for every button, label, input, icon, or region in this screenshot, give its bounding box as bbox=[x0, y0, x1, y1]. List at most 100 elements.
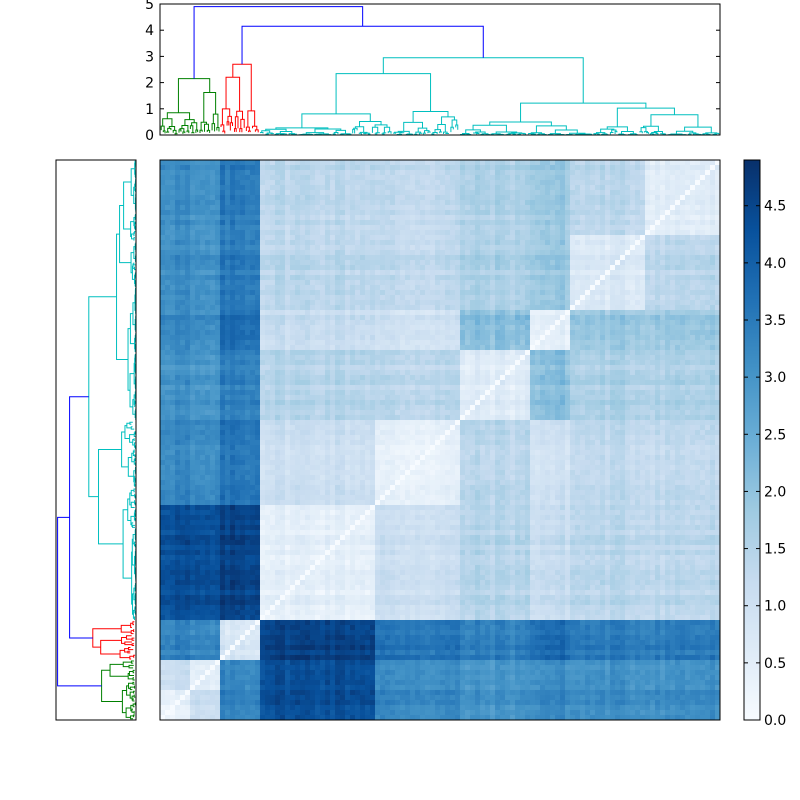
heatmap-cell bbox=[510, 230, 516, 236]
heatmap-cell bbox=[215, 170, 221, 176]
heatmap-cell bbox=[270, 190, 276, 196]
heatmap-cell bbox=[365, 220, 371, 226]
heatmap-cell bbox=[200, 235, 206, 241]
heatmap-cell bbox=[315, 325, 321, 331]
heatmap-cell bbox=[235, 315, 241, 321]
heatmap-cell bbox=[545, 330, 551, 336]
heatmap-cell bbox=[615, 225, 621, 231]
heatmap-cell bbox=[475, 310, 481, 316]
heatmap-cell bbox=[700, 180, 706, 186]
heatmap-cell bbox=[395, 320, 401, 326]
heatmap-cell bbox=[435, 330, 441, 336]
heatmap-cell bbox=[355, 285, 361, 291]
heatmap-cell bbox=[265, 180, 271, 186]
heatmap-cell bbox=[680, 275, 686, 281]
heatmap-cell bbox=[245, 180, 251, 186]
heatmap-cell bbox=[580, 325, 586, 331]
heatmap-cell bbox=[165, 345, 171, 351]
heatmap-cell bbox=[425, 250, 431, 256]
heatmap-cell bbox=[235, 320, 241, 326]
heatmap-cell bbox=[225, 210, 231, 216]
heatmap-cell bbox=[400, 335, 406, 341]
heatmap-cell bbox=[525, 265, 531, 271]
top-dendrogram-link bbox=[595, 132, 606, 134]
heatmap-cell bbox=[615, 285, 621, 291]
heatmap-cell bbox=[530, 230, 536, 236]
heatmap-cell bbox=[220, 225, 226, 231]
heatmap-cell bbox=[570, 185, 576, 191]
heatmap-cell bbox=[630, 235, 636, 241]
heatmap-cell bbox=[205, 195, 211, 201]
heatmap-cell bbox=[435, 285, 441, 291]
heatmap-cell bbox=[425, 165, 431, 171]
heatmap-cell bbox=[470, 325, 476, 331]
heatmap-cell bbox=[495, 295, 501, 301]
heatmap-cell bbox=[595, 270, 601, 276]
heatmap-cell bbox=[390, 265, 396, 271]
heatmap-cell bbox=[350, 265, 356, 271]
heatmap-cell bbox=[445, 305, 451, 311]
heatmap-cell bbox=[370, 255, 376, 261]
heatmap-cell bbox=[195, 315, 201, 321]
heatmap-cell bbox=[210, 220, 216, 226]
heatmap-cell bbox=[685, 320, 691, 326]
heatmap-cell bbox=[350, 210, 356, 216]
heatmap-cell bbox=[350, 300, 356, 306]
heatmap-cell bbox=[465, 255, 471, 261]
heatmap-cell bbox=[680, 305, 686, 311]
heatmap-cell bbox=[560, 185, 566, 191]
heatmap-cell bbox=[215, 165, 221, 171]
heatmap-cell bbox=[415, 335, 421, 341]
heatmap-cell bbox=[305, 220, 311, 226]
heatmap-cell bbox=[510, 290, 516, 296]
heatmap-cell bbox=[530, 275, 536, 281]
heatmap-cell bbox=[270, 320, 276, 326]
heatmap-cell bbox=[480, 245, 486, 251]
heatmap-cell bbox=[165, 295, 171, 301]
heatmap-cell bbox=[700, 350, 706, 356]
heatmap-cell bbox=[225, 350, 231, 356]
heatmap-cell bbox=[585, 210, 591, 216]
heatmap-cell bbox=[535, 330, 541, 336]
heatmap-cell bbox=[475, 180, 481, 186]
heatmap-cell bbox=[395, 245, 401, 251]
heatmap-cell bbox=[570, 335, 576, 341]
heatmap-cell bbox=[325, 315, 331, 321]
heatmap-cell bbox=[705, 205, 711, 211]
heatmap-cell bbox=[555, 340, 561, 346]
heatmap-cell bbox=[180, 215, 186, 221]
heatmap-cell bbox=[290, 200, 296, 206]
heatmap-cell bbox=[600, 185, 606, 191]
heatmap-cell bbox=[595, 205, 601, 211]
heatmap-cell bbox=[525, 280, 531, 286]
heatmap-cell bbox=[470, 350, 476, 356]
heatmap-cell bbox=[285, 340, 291, 346]
heatmap-cell bbox=[690, 165, 696, 171]
heatmap-cell bbox=[190, 255, 196, 261]
heatmap-cell bbox=[485, 345, 491, 351]
heatmap-cell bbox=[425, 215, 431, 221]
heatmap-cell bbox=[650, 280, 656, 286]
heatmap-cell bbox=[705, 325, 711, 331]
heatmap-cell bbox=[460, 175, 466, 181]
heatmap-cell bbox=[485, 305, 491, 311]
heatmap-cell bbox=[160, 300, 166, 306]
heatmap-cell bbox=[685, 205, 691, 211]
heatmap-cell bbox=[345, 315, 351, 321]
heatmap-cell bbox=[490, 275, 496, 281]
heatmap-cell bbox=[510, 325, 516, 331]
heatmap-cell bbox=[200, 310, 206, 316]
heatmap-cell bbox=[595, 250, 601, 256]
heatmap-cell bbox=[175, 315, 181, 321]
heatmap-cell bbox=[350, 215, 356, 221]
heatmap-cell bbox=[430, 175, 436, 181]
heatmap-cell bbox=[530, 210, 536, 216]
heatmap-cell bbox=[540, 180, 546, 186]
heatmap-cell bbox=[285, 255, 291, 261]
heatmap-cell bbox=[170, 235, 176, 241]
heatmap-cell bbox=[505, 195, 511, 201]
heatmap-cell bbox=[375, 165, 381, 171]
heatmap-cell bbox=[415, 340, 421, 346]
heatmap-cell bbox=[395, 200, 401, 206]
heatmap-cell bbox=[160, 165, 166, 171]
